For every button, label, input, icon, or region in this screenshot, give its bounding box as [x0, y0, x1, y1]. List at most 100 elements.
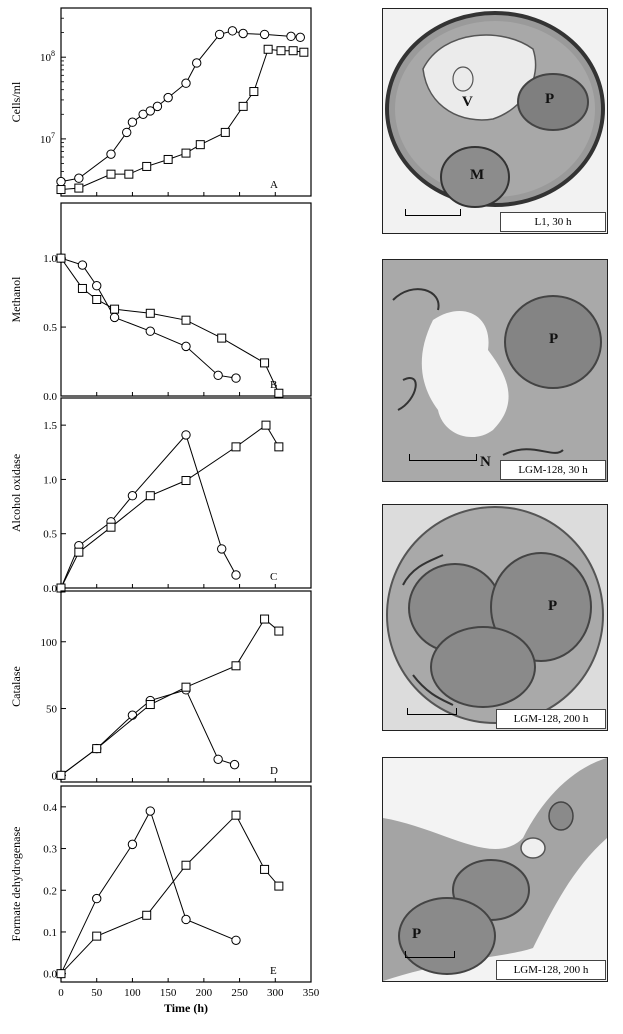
series-line-square [60, 257, 280, 394]
data-point-circle [56, 176, 66, 187]
micrograph-caption: LGM-128, 200 h [496, 960, 606, 980]
data-point-square [145, 491, 155, 501]
x-tick-label: 350 [303, 987, 320, 999]
data-point-square [124, 169, 134, 179]
data-point-square [181, 682, 191, 692]
chart-panels: 107 108 Cells/ml A 0.0 0.5 1.0 Methanol B 0.0 0.5 1… [9, 7, 320, 1015]
data-point-circle [106, 149, 116, 159]
data-point-circle [152, 101, 163, 112]
data-point-square [274, 626, 284, 636]
data-point-circle [127, 839, 138, 850]
series-line-circle [60, 433, 237, 589]
y-tick-label: 1.5 [43, 420, 57, 432]
data-point-circle [77, 260, 88, 270]
data-point-circle [231, 935, 241, 945]
data-point-square [231, 442, 241, 452]
data-point-square [274, 388, 284, 398]
data-point-square [56, 253, 66, 263]
data-point-circle [192, 58, 202, 68]
micrograph-caption: LGM-128, 30 h [500, 460, 606, 480]
data-point-square [217, 333, 227, 343]
micrograph-image [385, 11, 605, 208]
data-point-circle [145, 106, 155, 116]
organelle-label-peroxisome: P [412, 926, 422, 942]
data-point-square [142, 161, 152, 171]
data-point-circle [231, 570, 241, 580]
x-tick-label: 300 [267, 987, 284, 999]
micrograph-image [383, 758, 607, 981]
data-point-square [181, 315, 191, 325]
panel-letter: D [270, 765, 278, 777]
data-point-square [276, 46, 286, 56]
y-tick-label: 108 [40, 49, 55, 64]
panel-letter: A [270, 179, 278, 191]
data-point-circle [213, 370, 223, 381]
data-point-circle [145, 806, 155, 816]
y-tick-label: 107 [40, 131, 55, 146]
organelle-label-peroxisome: P [548, 598, 558, 614]
data-point-circle [163, 92, 173, 103]
data-point-circle [181, 341, 191, 352]
y-tick-label: 0.4 [43, 802, 57, 814]
series-line-square [60, 424, 280, 589]
scale-bar [405, 951, 455, 958]
x-tick-label: 100 [124, 987, 141, 999]
plot-frame [60, 202, 312, 397]
y-axis-label: Formate dehydrogenase [9, 827, 23, 942]
data-point-square [249, 87, 259, 97]
data-point-circle [74, 173, 84, 183]
panel-letter: C [270, 571, 277, 583]
data-point-circle [127, 117, 138, 127]
data-point-square [220, 127, 230, 137]
data-point-circle [122, 127, 132, 138]
y-tick-label: 0.0 [43, 391, 57, 403]
data-point-square [231, 661, 241, 671]
data-point-square [56, 969, 66, 979]
data-point-square [56, 185, 66, 195]
x-axis-label: Time (h) [164, 1001, 208, 1015]
y-tick-label: 100 [41, 637, 58, 649]
micrograph-caption: L1, 30 h [500, 212, 606, 232]
data-point-square [145, 308, 155, 318]
micrograph-image [386, 506, 604, 724]
y-tick-label: 1.0 [43, 474, 57, 486]
y-axis-label: Alcohol oxidase [9, 454, 23, 532]
data-point-square [56, 770, 66, 780]
data-point-square [274, 881, 284, 891]
data-point-square [260, 614, 270, 624]
data-point-circle [231, 373, 241, 383]
y-tick-label: 0.5 [43, 322, 57, 334]
data-point-square [92, 744, 102, 754]
y-tick-label: 1.0 [43, 253, 57, 265]
data-point-circle [109, 312, 120, 323]
data-point-circle [213, 754, 223, 764]
y-tick-label: 0 [52, 770, 58, 782]
data-point-circle [217, 544, 227, 554]
data-point-circle [259, 29, 270, 40]
data-point-circle [127, 710, 138, 720]
plot-frame [60, 590, 312, 783]
organelle-label-peroxisome: P [545, 91, 555, 107]
series-line-square [60, 48, 304, 191]
data-point-square [74, 547, 84, 557]
data-point-square [110, 304, 120, 314]
data-point-circle [92, 281, 102, 291]
data-point-square [288, 46, 298, 56]
data-point-square [263, 44, 273, 54]
plot-frame [60, 785, 312, 983]
data-point-circle [181, 430, 191, 440]
micrograph-lgm128-200h-a: P LGM-128, 200 h [382, 504, 608, 731]
micrograph-image [383, 260, 607, 481]
data-point-circle [214, 29, 225, 40]
x-tick-label: 0 [58, 987, 64, 999]
y-tick-label: 0.3 [43, 844, 57, 856]
data-point-square [299, 47, 309, 57]
data-point-square [181, 476, 191, 486]
x-tick-label: 150 [160, 987, 177, 999]
data-point-circle [295, 32, 305, 43]
data-point-circle [227, 26, 238, 36]
data-point-circle [127, 491, 138, 501]
data-point-square [274, 442, 284, 452]
data-point-square [77, 283, 87, 293]
data-point-square [260, 864, 270, 874]
